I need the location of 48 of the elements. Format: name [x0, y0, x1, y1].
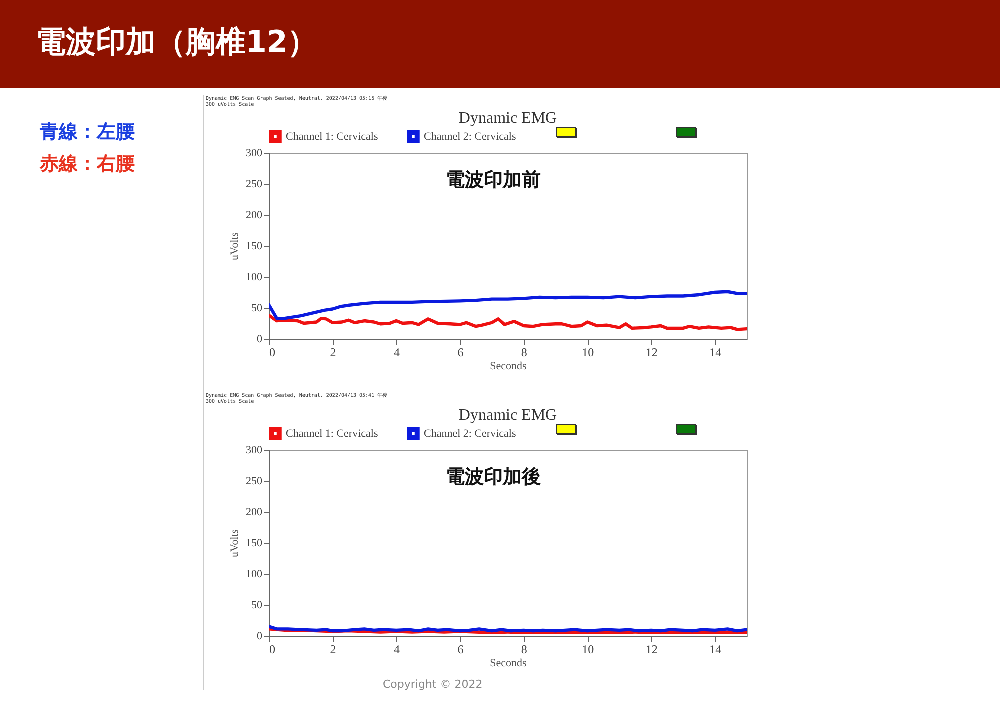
line-series — [269, 314, 747, 332]
text: 電波印加前 — [446, 168, 541, 193]
x-axis-title: Seconds — [490, 658, 527, 670]
x-tick-label: 4 — [394, 346, 400, 360]
chart-title: Dynamic EMG — [458, 407, 558, 424]
y-tick-label: 150 — [246, 538, 263, 550]
y-tick-label: 200 — [246, 506, 263, 518]
text: 青線：左腰 — [40, 120, 135, 145]
x-tick-label: 14 — [710, 642, 722, 656]
x-tick-label: 2 — [330, 642, 336, 656]
y-tick-label: 0 — [257, 334, 263, 346]
x-tick-label: 2 — [330, 346, 336, 360]
x-tick-label: 12 — [646, 642, 658, 656]
x-tick-label: 8 — [521, 346, 528, 360]
x-tick-label: 6 — [458, 346, 464, 360]
x-tick-label: 4 — [394, 642, 400, 656]
y-axis-title: uVolts — [229, 232, 241, 260]
text: Copyright © 2022 — [383, 678, 483, 691]
legend-label: Channel 2: Cervicals — [424, 428, 516, 440]
legend-label: Channel 2: Cervicals — [424, 130, 516, 143]
y-tick-label: 0 — [257, 630, 263, 642]
y-tick-label: 100 — [246, 272, 263, 284]
x-tick-label: 0 — [270, 642, 276, 656]
text: 電波印加後 — [446, 465, 541, 490]
legend-label: Channel 1: Cervicals — [286, 130, 378, 143]
y-tick-label: 250 — [246, 178, 263, 190]
y-tick-label: 300 — [246, 444, 263, 456]
y-tick-label: 250 — [246, 476, 263, 488]
text: 赤線：右腰 — [40, 152, 135, 177]
legend-label: Channel 1: Cervicals — [286, 428, 378, 440]
x-tick-label: 10 — [582, 346, 594, 360]
y-tick-label: 100 — [246, 568, 263, 580]
x-axis-title: Seconds — [490, 360, 527, 372]
y-tick-label: 150 — [246, 240, 263, 252]
y-tick-label: 300 — [246, 148, 263, 160]
y-axis-title: uVolts — [229, 530, 241, 558]
x-tick-label: 10 — [582, 642, 594, 656]
text: 電波印加（胸椎12） — [36, 24, 318, 62]
line-series — [269, 290, 747, 320]
y-tick-label: 200 — [246, 210, 263, 222]
y-tick-label: 50 — [252, 302, 263, 314]
x-tick-label: 12 — [646, 346, 658, 360]
chart-title: Dynamic EMG — [458, 110, 558, 127]
x-tick-label: 8 — [521, 642, 528, 656]
x-tick-label: 0 — [270, 346, 276, 360]
y-tick-label: 50 — [252, 600, 263, 612]
x-tick-label: 14 — [710, 346, 722, 360]
x-tick-label: 6 — [458, 642, 464, 656]
